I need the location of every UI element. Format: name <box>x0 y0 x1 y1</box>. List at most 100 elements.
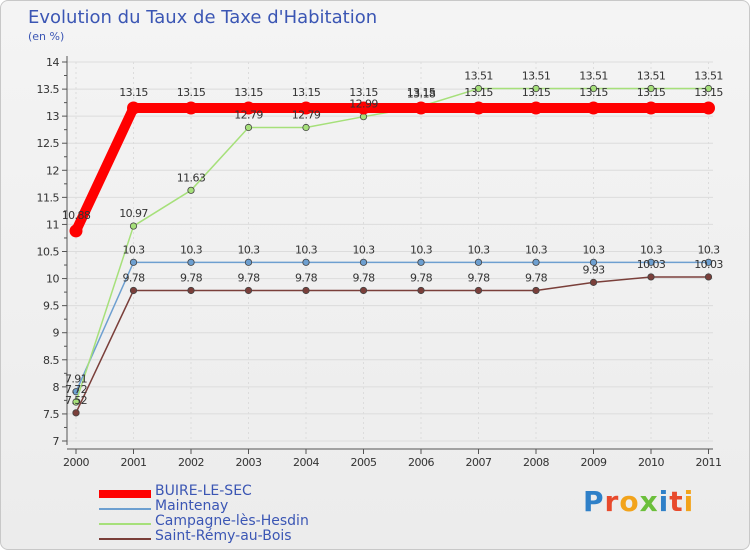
data-point <box>414 101 428 115</box>
data-label: 13.51 <box>637 70 666 83</box>
data-label: 10.3 <box>180 243 203 256</box>
proxiti-logo: Proxiti <box>583 485 695 518</box>
data-point <box>474 84 483 93</box>
data-label: 9.78 <box>410 271 433 284</box>
grid <box>67 61 713 442</box>
data-label: 10.3 <box>237 243 260 256</box>
data-label: 12.99 <box>349 98 378 111</box>
data-label: 7.91 <box>65 373 87 386</box>
data-label: 10.03 <box>637 258 666 271</box>
data-label: 10.97 <box>119 207 148 220</box>
x-tick-label: 2003 <box>236 456 262 469</box>
data-point <box>529 101 543 115</box>
data-point <box>127 101 140 115</box>
y-tick-label: 12 <box>46 164 59 177</box>
x-tick-label: 2000 <box>63 456 89 469</box>
data-point <box>472 101 485 115</box>
x-tick-label: 2004 <box>293 456 319 469</box>
series-group <box>69 84 715 417</box>
y-tick-label: 13 <box>46 110 59 123</box>
y-tick-label: 8 <box>53 381 60 394</box>
x-tick-label: 2011 <box>696 456 722 469</box>
data-label: 13.15 <box>464 86 493 99</box>
series-line <box>75 276 709 414</box>
data-point <box>589 278 598 286</box>
y-tick-label: 12.5 <box>37 137 60 150</box>
data-label: 13.15 <box>349 86 378 99</box>
data-point <box>417 286 425 295</box>
data-label: 9.93 <box>582 263 605 276</box>
data-point <box>647 84 655 93</box>
y-tick-label: 9.5 <box>43 300 59 313</box>
data-label: 9.78 <box>237 271 260 284</box>
y-tick-label: 11.5 <box>37 191 60 204</box>
data-label: 13.15 <box>694 86 723 99</box>
data-point <box>532 286 540 295</box>
data-label: 9.78 <box>180 271 203 284</box>
data-point <box>69 224 83 238</box>
y-axis-unit: (en %) <box>28 30 65 43</box>
data-label: 10.3 <box>467 243 490 256</box>
data-point <box>72 409 80 417</box>
y-tick-label: 8.5 <box>43 354 59 367</box>
data-point <box>359 286 368 295</box>
y-tick-label: 7 <box>53 435 60 448</box>
data-point <box>302 286 310 295</box>
data-point <box>704 273 713 281</box>
data-label: 13.15 <box>579 86 608 99</box>
y-tick-label: 10 <box>46 273 59 286</box>
data-label: 10.3 <box>122 243 145 256</box>
chart-title: Evolution du Taux de Taxe d'Habitation <box>28 7 378 28</box>
data-point <box>532 258 540 266</box>
x-tick-label: 2009 <box>581 456 607 469</box>
data-label: 10.88 <box>62 209 91 222</box>
legend-swatch <box>99 490 151 498</box>
y-tick-label: 10.5 <box>37 246 60 259</box>
data-label: 13.15 <box>407 86 436 99</box>
data-point <box>187 286 195 295</box>
data-point <box>244 258 253 266</box>
legend-swatch <box>99 508 151 510</box>
data-point <box>184 101 198 115</box>
data-label: 9.78 <box>352 271 375 284</box>
series-line <box>75 261 709 393</box>
data-point <box>644 101 658 115</box>
data-point <box>244 286 253 295</box>
data-point <box>589 258 598 266</box>
data-label: 9.78 <box>122 271 145 284</box>
legend-swatch <box>99 523 151 525</box>
data-point <box>242 101 255 115</box>
axes: 7 7.5 8 8.5 9 9.5 10 10.5 11 11.5 12 12.5 13 13.5 14 20… <box>37 56 722 469</box>
data-point <box>129 258 138 266</box>
x-tick-label: 2001 <box>121 456 147 469</box>
data-point <box>474 286 483 295</box>
data-label: 13.15 <box>522 86 551 99</box>
data-point <box>302 258 310 266</box>
data-label: 10.3 <box>525 243 548 256</box>
y-tick-label: 13.5 <box>37 83 60 96</box>
data-point <box>647 258 655 266</box>
data-point <box>244 123 253 132</box>
data-point <box>359 258 368 266</box>
data-label: 9.78 <box>525 271 548 284</box>
data-label: 11.63 <box>177 171 206 184</box>
data-label: 10.3 <box>410 243 433 256</box>
data-label: 13.51 <box>579 70 608 83</box>
data-point <box>129 286 138 295</box>
data-label: 12.79 <box>234 109 263 122</box>
legend-swatch <box>99 538 151 540</box>
x-tick-label: 2002 <box>178 456 204 469</box>
data-labels: 10.88 13.15 13.15 13.15 13.15 13.15 13.15 13.15… <box>62 70 724 407</box>
y-tick-label: 14 <box>46 56 59 69</box>
series-line <box>75 87 709 403</box>
data-point <box>299 101 313 115</box>
legend-label: BUIRE-LE-SEC <box>155 483 252 499</box>
x-tick-label: 2008 <box>523 456 549 469</box>
data-point <box>647 273 655 281</box>
data-point <box>702 101 715 115</box>
data-point <box>357 101 370 115</box>
x-tick-label: 2006 <box>408 456 434 469</box>
data-point <box>129 222 138 230</box>
series-line <box>71 103 709 234</box>
